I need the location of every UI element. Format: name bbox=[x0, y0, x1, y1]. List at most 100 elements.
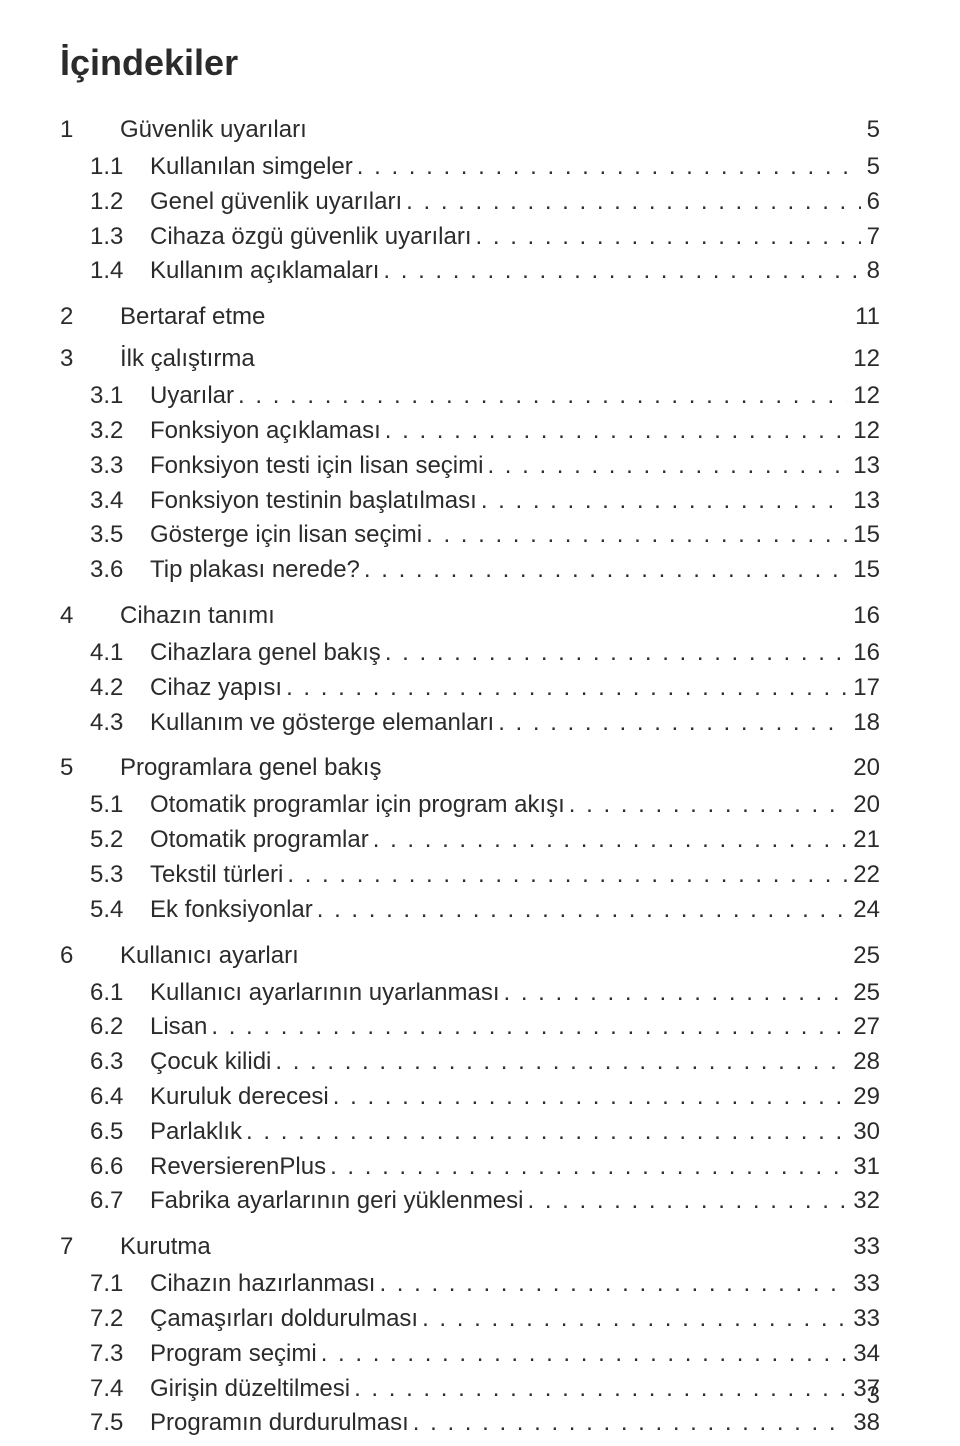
toc-leader-dots: . . . . . . . . . . . . . . . . . . . . … bbox=[569, 788, 848, 823]
toc-entry-label: Cihaza özgü güvenlik uyarıları bbox=[150, 220, 476, 255]
toc-section-page: 20 bbox=[845, 754, 880, 782]
toc-entry-page: 38 bbox=[847, 1406, 880, 1441]
toc-entry-number: 7.1 bbox=[60, 1267, 150, 1302]
toc-section-label: Cihazın tanımı bbox=[120, 602, 845, 630]
toc-leader-dots: . . . . . . . . . . . . . . . . . . . . … bbox=[476, 220, 861, 255]
toc-entry-label-wrap: Parlaklık. . . . . . . . . . . . . . . .… bbox=[150, 1115, 847, 1150]
toc-leader-dots: . . . . . . . . . . . . . . . . . . . . … bbox=[373, 823, 848, 858]
toc-section-label: Bertaraf etme bbox=[120, 303, 847, 331]
toc-entry-label: Otomatik programlar için program akışı bbox=[150, 788, 569, 823]
toc-entry: 3.6Tip plakası nerede?. . . . . . . . . … bbox=[60, 553, 880, 588]
toc-entry-label: Fabrika ayarlarının geri yüklenmesi bbox=[150, 1184, 528, 1219]
toc-entry-number: 7.4 bbox=[60, 1372, 150, 1407]
toc-entry-label: Çocuk kilidi bbox=[150, 1045, 275, 1080]
toc-section-label: İlk çalıştırma bbox=[120, 345, 845, 373]
toc-entry-number: 4.1 bbox=[60, 636, 150, 671]
toc-entry-label-wrap: Çocuk kilidi. . . . . . . . . . . . . . … bbox=[150, 1045, 847, 1080]
toc-leader-dots: . . . . . . . . . . . . . . . . . . . . … bbox=[383, 254, 860, 289]
toc-entry-label: Ek fonksiyonlar bbox=[150, 893, 317, 928]
toc-entry-label-wrap: Programın durdurulması. . . . . . . . . … bbox=[150, 1406, 847, 1441]
toc-entry-label-wrap: Kuruluk derecesi. . . . . . . . . . . . … bbox=[150, 1080, 847, 1115]
toc-entry: 6.6ReversierenPlus. . . . . . . . . . . … bbox=[60, 1150, 880, 1185]
toc-entry: 5.1Otomatik programlar için program akış… bbox=[60, 788, 880, 823]
toc-entry-label: Fonksiyon testi için lisan seçimi bbox=[150, 449, 487, 484]
toc-section-head: 7Kurutma33 bbox=[60, 1233, 880, 1261]
toc-entry-label: Kullanıcı ayarlarının uyarlanması bbox=[150, 976, 504, 1011]
toc-entry-number: 1.1 bbox=[60, 150, 150, 185]
toc-entry-label: Kullanılan simgeler bbox=[150, 150, 357, 185]
toc-entry: 3.4Fonksiyon testinin başlatılması. . . … bbox=[60, 484, 880, 519]
toc-entry-page: 31 bbox=[847, 1150, 880, 1185]
toc-entry-label-wrap: Gösterge için lisan seçimi. . . . . . . … bbox=[150, 518, 847, 553]
toc-entry-number: 3.3 bbox=[60, 449, 150, 484]
toc-section-page: 16 bbox=[845, 602, 880, 630]
toc-entry-label: Kuruluk derecesi bbox=[150, 1080, 333, 1115]
toc-entry-label: Tekstil türleri bbox=[150, 858, 287, 893]
toc-entry-number: 3.2 bbox=[60, 414, 150, 449]
toc-entry-page: 15 bbox=[847, 518, 880, 553]
toc-entry: 3.3Fonksiyon testi için lisan seçimi. . … bbox=[60, 449, 880, 484]
toc-leader-dots: . . . . . . . . . . . . . . . . . . . . … bbox=[413, 1406, 848, 1441]
toc-entry-number: 3.6 bbox=[60, 553, 150, 588]
toc-entry: 6.5Parlaklık. . . . . . . . . . . . . . … bbox=[60, 1115, 880, 1150]
toc-entry-label: Cihaz yapısı bbox=[150, 671, 286, 706]
toc-entry-number: 6.5 bbox=[60, 1115, 150, 1150]
toc-entry-number: 7.2 bbox=[60, 1302, 150, 1337]
toc-entry-page: 17 bbox=[847, 671, 880, 706]
toc-entry: 1.2Genel güvenlik uyarıları. . . . . . .… bbox=[60, 185, 880, 220]
toc-section: 4Cihazın tanımı164.1Cihazlara genel bakı… bbox=[60, 602, 880, 740]
toc-leader-dots: . . . . . . . . . . . . . . . . . . . . … bbox=[487, 449, 847, 484]
toc-entry-page: 24 bbox=[847, 893, 880, 928]
toc-entry-label: Cihazlara genel bakış bbox=[150, 636, 385, 671]
toc-entry-page: 12 bbox=[847, 379, 880, 414]
toc-entry: 3.2Fonksiyon açıklaması. . . . . . . . .… bbox=[60, 414, 880, 449]
toc-entry-page: 33 bbox=[847, 1302, 880, 1337]
toc-entry-label: Gösterge için lisan seçimi bbox=[150, 518, 426, 553]
toc-entry-label: Parlaklık bbox=[150, 1115, 246, 1150]
toc-entry-label: Otomatik programlar bbox=[150, 823, 373, 858]
toc-entry: 3.1Uyarılar. . . . . . . . . . . . . . .… bbox=[60, 379, 880, 414]
toc-entry: 3.5Gösterge için lisan seçimi. . . . . .… bbox=[60, 518, 880, 553]
toc-entry-label-wrap: Cihazın hazırlanması. . . . . . . . . . … bbox=[150, 1267, 847, 1302]
toc-leader-dots: . . . . . . . . . . . . . . . . . . . . … bbox=[357, 150, 861, 185]
toc-entry-number: 4.3 bbox=[60, 706, 150, 741]
toc-entry-label-wrap: Otomatik programlar. . . . . . . . . . .… bbox=[150, 823, 847, 858]
toc-entry-number: 5.4 bbox=[60, 893, 150, 928]
toc-entry-number: 5.1 bbox=[60, 788, 150, 823]
toc-entry-label: Çamaşırları doldurulması bbox=[150, 1302, 422, 1337]
toc-entry: 1.4Kullanım açıklamaları. . . . . . . . … bbox=[60, 254, 880, 289]
toc-leader-dots: . . . . . . . . . . . . . . . . . . . . … bbox=[481, 484, 847, 519]
toc-section-page: 25 bbox=[845, 942, 880, 970]
table-of-contents: 1Güvenlik uyarıları51.1Kullanılan simgel… bbox=[60, 116, 880, 1441]
toc-entry-label: Program seçimi bbox=[150, 1337, 321, 1372]
toc-entry-page: 18 bbox=[847, 706, 880, 741]
toc-entry: 5.2Otomatik programlar. . . . . . . . . … bbox=[60, 823, 880, 858]
toc-entry-number: 6.3 bbox=[60, 1045, 150, 1080]
toc-leader-dots: . . . . . . . . . . . . . . . . . . . . … bbox=[321, 1337, 848, 1372]
toc-entry-label-wrap: Fabrika ayarlarının geri yüklenmesi. . .… bbox=[150, 1184, 847, 1219]
toc-entry-number: 1.4 bbox=[60, 254, 150, 289]
toc-entry-number: 7.5 bbox=[60, 1406, 150, 1441]
toc-entry-label-wrap: Genel güvenlik uyarıları. . . . . . . . … bbox=[150, 185, 861, 220]
toc-entry-label-wrap: Tip plakası nerede?. . . . . . . . . . .… bbox=[150, 553, 847, 588]
toc-section-page: 5 bbox=[859, 116, 880, 144]
toc-entry-label-wrap: Girişin düzeltilmesi. . . . . . . . . . … bbox=[150, 1372, 847, 1407]
toc-entry-label: Cihazın hazırlanması bbox=[150, 1267, 379, 1302]
toc-leader-dots: . . . . . . . . . . . . . . . . . . . . … bbox=[504, 976, 848, 1011]
toc-leader-dots: . . . . . . . . . . . . . . . . . . . . … bbox=[528, 1184, 848, 1219]
toc-entry-number: 6.7 bbox=[60, 1184, 150, 1219]
toc-entry-number: 1.2 bbox=[60, 185, 150, 220]
toc-leader-dots: . . . . . . . . . . . . . . . . . . . . … bbox=[426, 518, 847, 553]
toc-entry: 4.3Kullanım ve gösterge elemanları. . . … bbox=[60, 706, 880, 741]
toc-entry-label: Fonksiyon açıklaması bbox=[150, 414, 385, 449]
toc-entry-label: ReversierenPlus bbox=[150, 1150, 330, 1185]
toc-leader-dots: . . . . . . . . . . . . . . . . . . . . … bbox=[385, 636, 847, 671]
toc-entry-page: 32 bbox=[847, 1184, 880, 1219]
toc-leader-dots: . . . . . . . . . . . . . . . . . . . . … bbox=[354, 1372, 847, 1407]
toc-entry-label-wrap: Kullanım ve gösterge elemanları. . . . .… bbox=[150, 706, 847, 741]
toc-entry-page: 25 bbox=[847, 976, 880, 1011]
toc-entry-label-wrap: Uyarılar. . . . . . . . . . . . . . . . … bbox=[150, 379, 847, 414]
toc-entry-number: 6.6 bbox=[60, 1150, 150, 1185]
toc-entry-number: 1.3 bbox=[60, 220, 150, 255]
toc-entry-label-wrap: Cihazlara genel bakış. . . . . . . . . .… bbox=[150, 636, 847, 671]
